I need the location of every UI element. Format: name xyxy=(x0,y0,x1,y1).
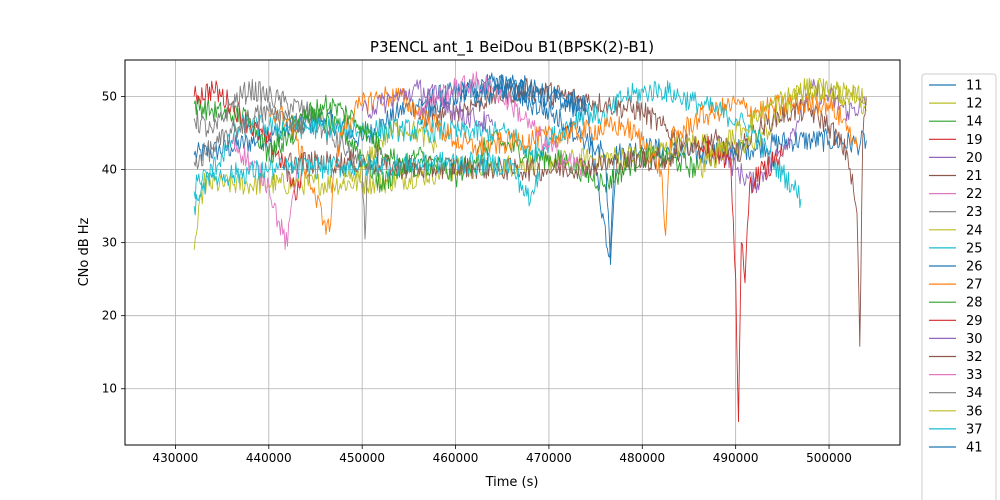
x-tick-label: 480000 xyxy=(619,451,665,465)
legend-label-34: 34 xyxy=(966,386,983,401)
series-group xyxy=(193,71,867,423)
series-30-line xyxy=(361,79,494,133)
legend-label-14: 14 xyxy=(966,115,983,130)
y-tick-label: 30 xyxy=(102,236,117,250)
legend-label-27: 27 xyxy=(966,278,983,293)
legend-label-23: 23 xyxy=(966,205,983,220)
legend-label-26: 26 xyxy=(966,260,983,275)
chart-title: P3ENCL ant_1 BeiDou B1(BPSK(2)-B1) xyxy=(370,38,654,57)
x-tick-label: 440000 xyxy=(246,451,292,465)
series-37-line xyxy=(193,151,541,207)
legend-label-33: 33 xyxy=(966,368,983,383)
series-22-line xyxy=(230,132,298,250)
x-tick-label: 450000 xyxy=(339,451,385,465)
legend-label-37: 37 xyxy=(966,422,983,437)
legend-label-30: 30 xyxy=(966,332,983,347)
legend-label-41: 41 xyxy=(966,441,983,456)
x-tick-label: 500000 xyxy=(806,451,852,465)
series-34-line xyxy=(193,101,307,170)
legend-frame xyxy=(921,73,997,500)
series-14-line xyxy=(193,95,699,193)
legend-label-20: 20 xyxy=(966,151,983,166)
legend-label-29: 29 xyxy=(966,314,983,329)
plot-frame xyxy=(124,59,901,446)
series-36-line xyxy=(697,77,867,179)
y-tick-label: 20 xyxy=(102,309,117,323)
legend-label-19: 19 xyxy=(966,133,983,148)
x-axis-label: Time (s) xyxy=(485,475,539,490)
series-41-line xyxy=(473,79,587,116)
series-20-line xyxy=(716,78,867,194)
legend-label-22: 22 xyxy=(966,187,983,202)
y-tick-label: 40 xyxy=(102,163,117,177)
legend-label-11: 11 xyxy=(966,79,983,94)
legend-label-36: 36 xyxy=(966,404,983,419)
legend: 11 12 14 19 20 21 22 23 24 25 26 27 28 29 30 32 33 34 36 37… xyxy=(921,73,997,500)
legend-label-28: 28 xyxy=(966,296,983,311)
ticks: 430000 440000 450000 460000 470000 480000 4900… xyxy=(102,90,852,465)
legend-label-24: 24 xyxy=(966,223,983,238)
series-12-line xyxy=(193,77,867,250)
legend-label-12: 12 xyxy=(966,97,983,112)
series-19-line xyxy=(193,80,302,201)
series-24-line xyxy=(343,118,438,185)
x-tick-label: 460000 xyxy=(433,451,479,465)
y-tick-label: 50 xyxy=(102,90,117,104)
grid xyxy=(125,60,900,445)
x-tick-label: 430000 xyxy=(153,451,199,465)
legend-label-21: 21 xyxy=(966,169,983,184)
series-29-line xyxy=(697,136,783,423)
legend-label-25: 25 xyxy=(966,241,983,256)
x-tick-label: 490000 xyxy=(713,451,759,465)
y-axis-label: CNo dB Hz xyxy=(77,217,92,286)
x-tick-label: 470000 xyxy=(526,451,572,465)
legend-label-32: 32 xyxy=(966,350,983,365)
y-tick-label: 10 xyxy=(102,382,117,396)
